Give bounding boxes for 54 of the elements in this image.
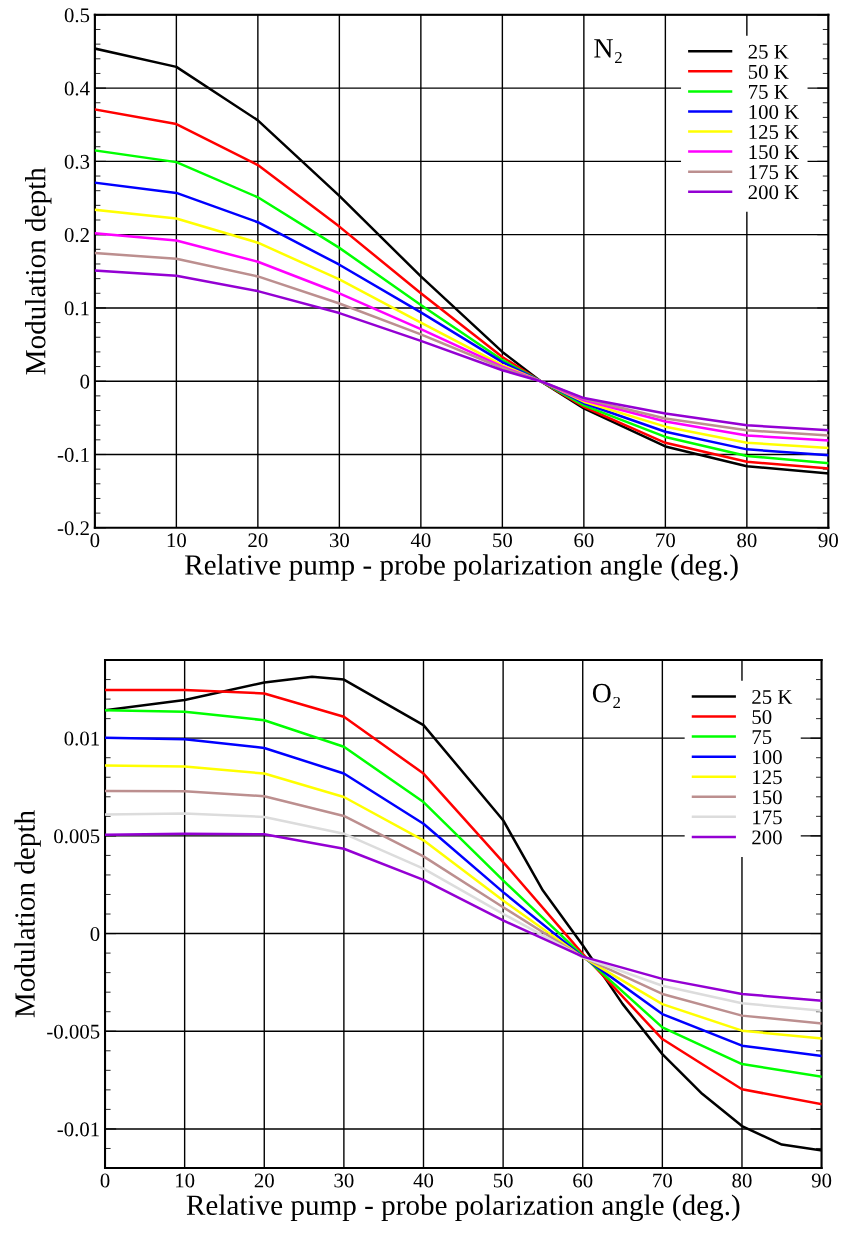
x-tick-label: 10	[176, 1173, 195, 1188]
x-tick-label: 80	[732, 1173, 752, 1188]
x-tick-label: 70	[656, 533, 675, 548]
legend-label: 125	[753, 770, 782, 785]
y-tick-label: 0.5	[64, 8, 90, 23]
y-axis-title: Modulation depth	[14, 810, 41, 1018]
x-tick-label: 60	[573, 1173, 593, 1188]
x-tick-label: 20	[248, 533, 268, 548]
y-tick-label: 0.3	[64, 154, 90, 169]
x-tick-label: 20	[254, 1173, 274, 1188]
legend-label: 100	[753, 750, 782, 765]
y-tick-label: 0	[90, 926, 100, 941]
legend-label: 50 K	[748, 64, 789, 79]
legend-label: 50	[752, 709, 772, 725]
legend-label: 75	[752, 730, 772, 745]
x-tick-label: 50	[493, 1173, 513, 1188]
legend-label: 200	[752, 830, 782, 845]
y-axis-title: Modulation depth	[25, 167, 52, 375]
x-tick-label: 40	[410, 533, 431, 548]
legend-label: 75 K	[749, 85, 789, 99]
x-tick-label: 30	[329, 533, 349, 548]
y-tick-label: -0.01	[57, 1122, 99, 1137]
x-tick-label: 0	[100, 1173, 110, 1188]
legend-label: 25 K	[748, 44, 789, 59]
x-tick-label: 40	[413, 1173, 434, 1188]
y-tick-label: 0.2	[64, 228, 89, 243]
x-tick-label: 90	[818, 533, 838, 548]
x-tick-label: 70	[653, 1173, 672, 1188]
legend-label: 150 K	[749, 145, 799, 160]
y-tick-label: -0.1	[57, 447, 89, 463]
legend-label: 175 K	[749, 165, 799, 180]
x-tick-label: 10	[167, 533, 186, 548]
annotation: N₂	[594, 39, 622, 64]
x-tick-label: 80	[737, 533, 757, 548]
x-tick-label: 60	[574, 533, 594, 548]
legend-label: 175	[753, 810, 782, 825]
y-tick-label: 0.1	[64, 301, 89, 316]
annotation: O₂	[592, 683, 620, 708]
y-tick-label: 0	[80, 374, 90, 389]
y-tick-label: 0.005	[54, 829, 100, 844]
legend-label: 200 K	[748, 185, 799, 200]
x-axis-title: Relative pump - probe polarization angle (deg.)	[186, 1194, 740, 1222]
y-tick-label: 0.01	[64, 731, 99, 746]
legend-label: 25 K	[752, 689, 793, 704]
x-axis-title: Relative pump - probe polarization angle (deg.)	[185, 554, 738, 581]
x-tick-label: 90	[811, 1173, 832, 1188]
legend-label: 100 K	[749, 104, 799, 119]
y-tick-label: 0.4	[64, 81, 90, 96]
x-tick-label: 30	[334, 1173, 354, 1188]
y-tick-label: -0.2	[57, 521, 89, 536]
legend-label: 150	[753, 790, 782, 805]
x-tick-label: 50	[493, 533, 512, 548]
y-tick-label: -0.005	[47, 1024, 100, 1039]
legend-label: 125 K	[749, 125, 799, 140]
